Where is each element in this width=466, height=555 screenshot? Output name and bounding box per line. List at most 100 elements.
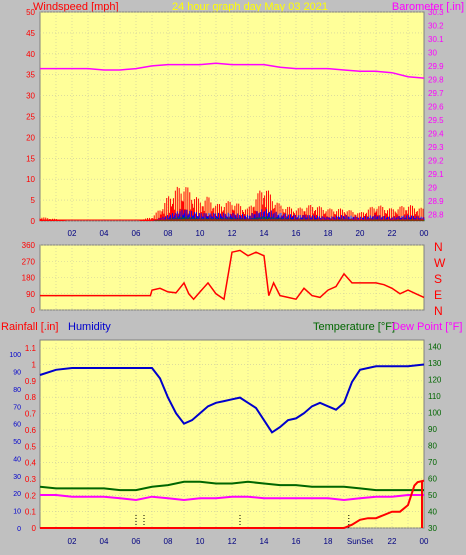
wind-direction-panel: 0 90 180 270 360 [22,241,425,315]
x-tick-label: 02 [68,537,77,546]
compass-label-n-bottom: N [434,304,443,318]
humidity-line [39,363,425,434]
x-tick-label: 08 [164,537,173,546]
compass-label-e: E [434,288,442,302]
x-tick-label: 22 [388,537,397,546]
temperature-tick-label: 90 [428,425,437,434]
right-tick-label: 29.1 [428,170,444,179]
dewpoint-axis-label: Dew Point [°F] [392,321,462,333]
right-tick-label: 29.7 [428,89,444,98]
humidity-tick-label: 80 [13,387,21,394]
x-tick-label: 06 [132,229,141,238]
x-tick-label: 06 [132,537,141,546]
right-tick-label: 29 [428,183,437,192]
temperature-tick-label: 60 [428,475,437,484]
right-tick-label: 29.9 [428,62,444,71]
rain-tick-label: 0.3 [25,475,37,484]
right-tick-label: 28.8 [428,210,444,219]
temperature-tick-label: 50 [428,491,437,500]
left-tick-label: 45 [26,29,35,38]
right-tick-label: 29.5 [428,116,444,125]
right-tick-label: 29.6 [428,102,444,111]
rain-tick-label: 0.1 [25,508,37,517]
right-tick-label: 29.3 [428,143,444,152]
x-tick-label: 04 [100,537,109,546]
humidity-tick-label: 70 [13,404,21,411]
rain-tick-label: 0.4 [25,459,37,468]
left-tick-label: 30 [26,92,35,101]
humidity-tick-label: 90 [13,369,21,376]
humidity-tick-label: 10 [13,509,21,516]
wind-direction-line [40,249,425,301]
direction-tick-label: 270 [22,257,36,266]
compass-label-n-top: N [434,240,443,254]
humidity-tick-label: 40 [13,456,21,463]
right-tick-label: 29.8 [428,75,444,84]
right-tick-label: 30.2 [428,21,444,30]
humidity-tick-label: 60 [13,422,21,429]
graph-title: 24 hour graph day May 03 2021 [172,1,328,13]
x-tick-label: 00 [420,229,429,238]
rain-tick-label: 1 [32,361,37,370]
x-tick-label: 08 [164,229,173,238]
x-tick-label: 16 [292,537,301,546]
humidity-tick-label: 30 [13,474,21,481]
rain-tick-label: 0 [32,524,37,533]
rain-tick-label: 0.8 [25,393,37,402]
rain-tick-label: 0.2 [25,491,37,500]
barometer-axis-label: Barometer [.in] [392,1,464,13]
rain-tick-label: 0.5 [25,442,37,451]
rain-tick-label: 0.9 [25,377,37,386]
right-tick-label: 30.3 [428,8,444,17]
left-tick-label: 5 [31,196,36,205]
left-tick-label: 35 [26,71,35,80]
temperature-tick-label: 30 [428,524,437,533]
left-tick-label: 20 [26,133,35,142]
compass-label-w: W [434,256,446,270]
humidity-axis-label: Humidity [68,321,111,333]
temperature-tick-label: 140 [428,343,442,352]
windspeed-axis-label: Windspeed [mph] [33,1,119,13]
temperature-tick-label: 130 [428,359,442,368]
x-tick-label: 18 [324,537,333,546]
x-tick-label: SunSet [347,537,374,546]
x-tick-label: 14 [260,537,269,546]
x-tick-label: 12 [228,537,237,546]
temperature-line [39,480,424,492]
rainfall-line [40,479,425,529]
left-tick-label: 25 [26,113,35,122]
direction-tick-label: 360 [22,241,36,250]
x-tick-label: 10 [196,537,205,546]
x-tick-label: 20 [356,229,365,238]
temperature-tick-label: 110 [428,392,441,401]
right-tick-label: 29.2 [428,156,444,165]
temperature-tick-label: 120 [428,376,442,385]
left-tick-label: 0 [31,217,36,226]
direction-tick-label: 180 [22,274,36,283]
right-tick-label: 28.9 [428,197,444,206]
rain-tick-label: 0.6 [25,426,37,435]
x-tick-label: 04 [100,229,109,238]
humidity-tick-label: 0 [17,526,21,533]
rainfall-axis-label: Rainfall [.in] [1,321,58,333]
compass-label-s: S [434,272,442,286]
x-tick-label: 10 [196,229,205,238]
direction-tick-label: 0 [31,306,36,315]
x-tick-label: 14 [260,229,269,238]
temperature-tick-label: 80 [428,442,437,451]
humidity-tick-label: 20 [13,491,21,498]
temperature-tick-label: 70 [428,458,437,467]
x-tick-label: 02 [68,229,77,238]
temperature-humidity-panel: 0 0.1 0.2 0.3 0.4 0.5 0.6 0.7 0.8 0.9 1 1.1 0 10 20 30 4… [9,339,442,546]
right-tick-label: 30.1 [428,35,444,44]
wind-barometer-panel: 0 5 10 15 20 25 30 35 40 45 50 28.8 28.9 29 29.1 29.2 29… [26,8,444,238]
temperature-tick-label: 40 [428,508,437,517]
left-tick-label: 15 [26,154,35,163]
left-tick-label: 50 [26,8,35,17]
barometer-line [40,62,425,79]
rain-tick-label: 1.1 [25,344,37,353]
humidity-tick-label: 50 [13,439,21,446]
humidity-tick-label: 100 [9,352,21,359]
x-tick-label: 16 [292,229,301,238]
